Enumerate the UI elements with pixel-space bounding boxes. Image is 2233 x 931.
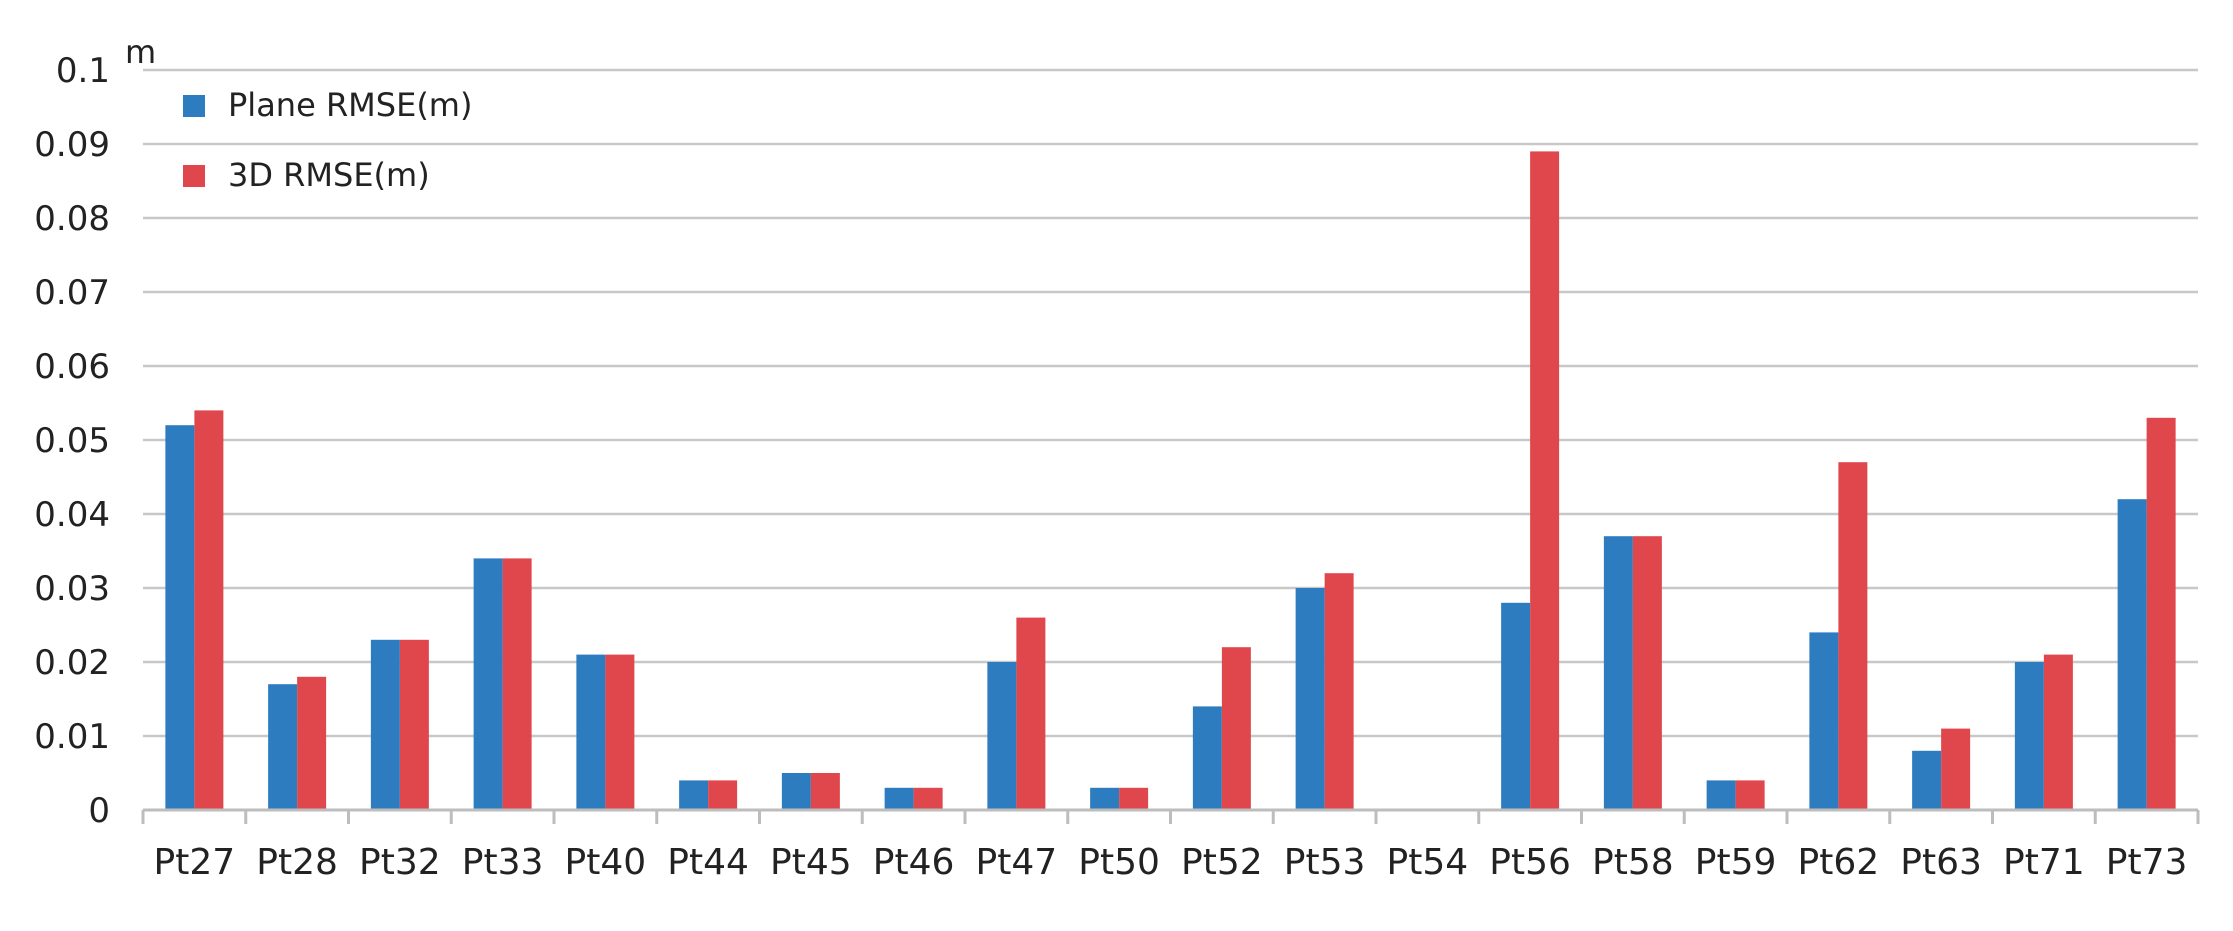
- x-tick-label: Pt71: [2003, 842, 2085, 883]
- plane-rmse-bar: [165, 425, 195, 810]
- 3d-rmse-bar: [708, 780, 738, 810]
- 3d-rmse-bar: [1119, 787, 1149, 810]
- 3d-rmse-bar: [194, 410, 224, 810]
- 3d-rmse-bar: [1016, 617, 1046, 810]
- plane-rmse-bar: [679, 780, 709, 810]
- bars: [165, 151, 2176, 810]
- y-tick-label: 0.03: [34, 569, 110, 609]
- legend-swatch: [183, 165, 205, 187]
- plane-rmse-bar: [1295, 588, 1325, 810]
- x-tick-label: Pt56: [1489, 842, 1571, 883]
- plane-rmse-bar: [884, 787, 914, 810]
- y-tick-label: 0.01: [34, 717, 110, 757]
- x-tick-label: Pt47: [976, 842, 1058, 883]
- y-tick-label: 0: [88, 791, 110, 831]
- gridlines: [143, 68, 2198, 738]
- plane-rmse-bar: [1603, 536, 1633, 810]
- plane-rmse-bar: [576, 654, 606, 810]
- y-tick-label: 0.07: [34, 273, 110, 313]
- x-tick-label: Pt46: [873, 842, 955, 883]
- 3d-rmse-bar: [502, 558, 532, 810]
- y-unit-label: m: [125, 33, 156, 71]
- legend: Plane RMSE(m) 3D RMSE(m): [183, 86, 472, 194]
- x-tick-label: Pt63: [1900, 842, 1982, 883]
- x-tick-label: Pt45: [770, 842, 852, 883]
- plane-rmse-bar: [370, 639, 400, 810]
- plane-rmse-bar: [1192, 706, 1222, 810]
- x-tick-label: Pt44: [667, 842, 749, 883]
- plane-rmse-bar: [781, 773, 811, 810]
- 3d-rmse-bar: [810, 773, 840, 810]
- 3d-rmse-bar: [1838, 462, 1868, 810]
- x-tick-label: Pt40: [565, 842, 647, 883]
- x-tick-label: Pt53: [1284, 842, 1366, 883]
- 3d-rmse-bar: [1632, 536, 1662, 810]
- x-tick-label: Pt58: [1592, 842, 1674, 883]
- plane-rmse-bar: [1706, 780, 1736, 810]
- 3d-rmse-bar: [1941, 728, 1971, 810]
- y-tick-label: 0.04: [34, 495, 110, 535]
- plane-rmse-bar: [2117, 499, 2147, 810]
- plane-rmse-bar: [1501, 602, 1531, 810]
- 3d-rmse-bar: [1530, 151, 1560, 810]
- 3d-rmse-bar: [1221, 647, 1251, 810]
- x-tick-label: Pt28: [256, 842, 338, 883]
- x-tick-label: Pt54: [1387, 842, 1469, 883]
- y-tick-label: 0.08: [34, 199, 110, 239]
- x-tick-label: Pt59: [1695, 842, 1777, 883]
- y-tick-label: 0.1: [56, 51, 110, 91]
- legend-swatch: [183, 95, 205, 117]
- legend-label: Plane RMSE(m): [228, 86, 472, 124]
- plane-rmse-bar: [473, 558, 503, 810]
- x-tick-label: Pt33: [462, 842, 544, 883]
- plane-rmse-bar: [1090, 787, 1120, 810]
- legend-label: 3D RMSE(m): [228, 156, 430, 194]
- plane-rmse-bar: [987, 662, 1017, 810]
- 3d-rmse-bar: [605, 654, 635, 810]
- 3d-rmse-bar: [399, 639, 429, 810]
- x-tick-label: Pt62: [1798, 842, 1880, 883]
- 3d-rmse-bar: [1324, 573, 1354, 810]
- x-tick-label: Pt27: [154, 842, 236, 883]
- plane-rmse-bar: [1912, 750, 1942, 810]
- x-tick-label: Pt50: [1078, 842, 1160, 883]
- y-tick-label: 0.05: [34, 421, 110, 461]
- y-tick-label: 0.09: [34, 125, 110, 165]
- plane-rmse-bar: [268, 684, 298, 810]
- 3d-rmse-bar: [1735, 780, 1765, 810]
- plane-rmse-bar: [2014, 662, 2044, 810]
- x-tick-label: Pt52: [1181, 842, 1263, 883]
- y-tick-label: 0.02: [34, 643, 110, 683]
- axes: 0 0.01 0.02 0.03 0.04 0.05 0.06 0.07 0.08 0.09 0.1…: [34, 51, 2200, 883]
- x-tick-label: Pt32: [359, 842, 441, 883]
- 3d-rmse-bar: [297, 676, 327, 810]
- plane-rmse-bar: [1809, 632, 1839, 810]
- 3d-rmse-bar: [2146, 417, 2176, 810]
- x-tick-label: Pt73: [2106, 842, 2188, 883]
- y-tick-label: 0.06: [34, 347, 110, 387]
- 3d-rmse-bar: [2043, 654, 2073, 810]
- 3d-rmse-bar: [913, 787, 943, 810]
